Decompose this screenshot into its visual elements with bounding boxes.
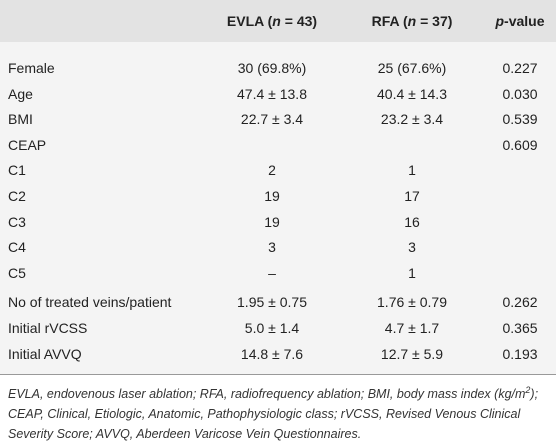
header-text: = 43) [280, 13, 318, 29]
row-label: C5 [8, 264, 26, 281]
row-label: No of treated veins/patient [8, 294, 172, 311]
cell-value: 23.2 ± 3.4 [380, 111, 444, 128]
cell-value: 0.609 [502, 136, 538, 153]
cell-value: 5.0 ± 1.4 [244, 320, 300, 336]
header-text: EVLA ( [226, 13, 273, 29]
cell-value: 1.76 ± 0.79 [377, 294, 447, 311]
cell-value: 47.4 ± 13.8 [237, 85, 307, 102]
cell-value: 17 [404, 188, 420, 204]
cell-value: 16 [404, 213, 420, 230]
rule [0, 374, 556, 375]
header-text: n [407, 13, 417, 29]
footnote-text: ); CEAP, Clinical, Etiologic, Anatomic, … [8, 387, 539, 441]
row-label: C2 [8, 188, 26, 204]
row-label: CEAP [8, 136, 47, 153]
row-label: Age [8, 85, 33, 102]
cell-value: 0.262 [502, 294, 538, 311]
cell-value: 1.95 ± 0.75 [237, 294, 307, 311]
cell-value: 0.539 [502, 111, 538, 128]
cell-value: 19 [264, 213, 280, 230]
table-header: EVLA (n = 43) RFA (n = 37) p-value [0, 0, 556, 42]
cell-value: 19 [264, 188, 280, 204]
row-label: BMI [8, 111, 33, 128]
cell-value: 2 [268, 162, 276, 179]
row-label: C3 [8, 213, 26, 230]
cell-value: 30 (69.8%) [237, 60, 307, 76]
cell-value: 0.365 [502, 320, 538, 336]
header-text: RFA ( [371, 13, 408, 29]
row-label: C4 [8, 239, 26, 256]
cell-value: 1 [408, 162, 416, 179]
header-cell: p-value [495, 12, 544, 30]
cell-value: 1 [408, 264, 416, 281]
header-cell: EVLA (n = 43) [227, 12, 317, 30]
cell-value: 25 (67.6%) [377, 60, 447, 76]
row-label: C1 [8, 162, 26, 179]
row-label: Initial AVVQ [8, 345, 82, 362]
cell-value: 12.7 ± 5.9 [380, 345, 444, 362]
table: EVLA (n = 43) RFA (n = 37) p-value Female 30… [0, 0, 556, 374]
cell-value: 3 [408, 239, 416, 256]
header-cell: RFA (n = 37) [372, 12, 453, 30]
cell-value: 0.193 [502, 345, 538, 362]
cell-value: 0.030 [502, 85, 538, 102]
cell-value: 4.7 ± 1.7 [384, 320, 440, 336]
header-text: p [495, 13, 505, 29]
row-label: Initial rVCSS [8, 320, 88, 336]
header-text: = 37) [416, 13, 453, 29]
header-text: n [272, 13, 281, 29]
cell-value: – [268, 264, 276, 281]
cell-value: 40.4 ± 14.3 [377, 85, 447, 102]
header-text: -value [504, 13, 545, 29]
footnote: EVLA, endovenous laser ablation; RFA, ra… [8, 384, 548, 444]
cell-value: 0.227 [502, 60, 538, 76]
footnote-text: 2 [525, 384, 531, 395]
cell-value: 22.7 ± 3.4 [240, 111, 304, 128]
row-label: Female [8, 60, 55, 76]
footnote-text: EVLA, endovenous laser ablation; RFA, ra… [8, 387, 526, 401]
cell-value: 3 [268, 239, 276, 256]
cell-value: 14.8 ± 7.6 [240, 345, 304, 362]
